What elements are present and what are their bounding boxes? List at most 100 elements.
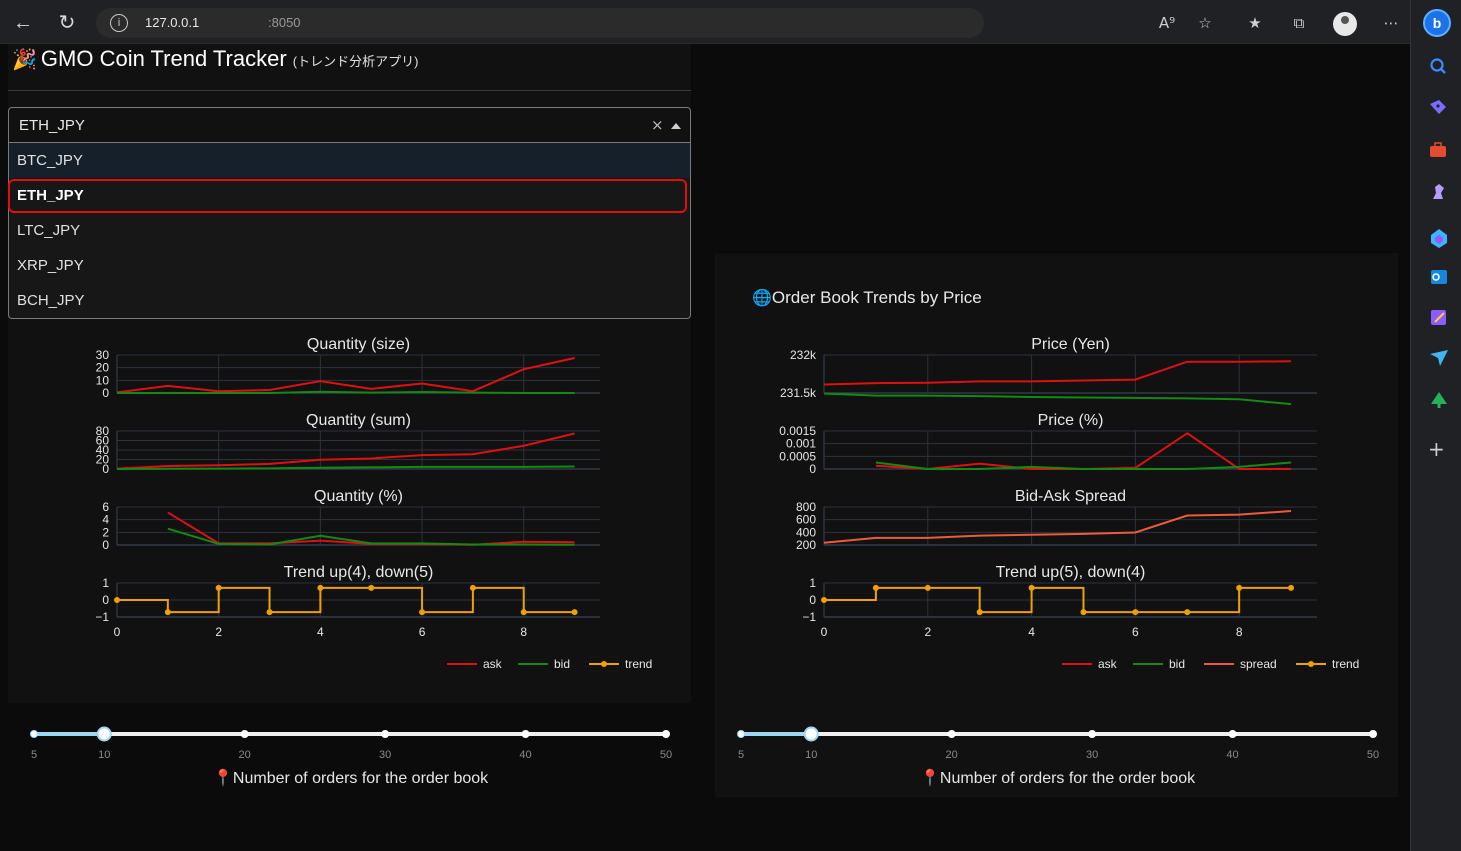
- legend-label: bid: [1169, 657, 1185, 671]
- x-tick-label: 4: [317, 625, 324, 639]
- slider-mark-label: 20: [239, 749, 251, 761]
- y-tick-label: 10: [96, 373, 110, 387]
- legend-label: trend: [1332, 657, 1359, 671]
- slider-mark-label: 10: [98, 749, 110, 761]
- right-slider-caption: 📍Number of orders for the order book: [920, 768, 1195, 788]
- right-order-count-slider[interactable]: 5 10 20 30 40 50: [715, 720, 1398, 765]
- trend-marker: [520, 609, 527, 616]
- slider-handle[interactable]: [803, 726, 819, 742]
- collections-icon[interactable]: ⧉: [1293, 14, 1305, 32]
- right-panel-title-text: Order Book Trends by Price: [771, 288, 982, 307]
- x-tick-label: 2: [924, 625, 931, 639]
- trend-marker: [872, 584, 879, 591]
- trend-marker: [1288, 584, 1295, 591]
- trend-marker: [1080, 609, 1087, 616]
- back-arrow-icon[interactable]: ←: [13, 12, 33, 34]
- legend-label: bid: [554, 657, 570, 671]
- legend-label: ask: [1098, 657, 1118, 671]
- x-tick-label: 0: [114, 625, 121, 639]
- subplot-title: Trend up(5), down(4): [996, 564, 1146, 581]
- y-tick-label: 0: [809, 593, 816, 607]
- party-popper-icon: 🎉: [12, 49, 37, 71]
- y-tick-label: 0: [809, 462, 816, 476]
- trend-marker: [317, 584, 324, 591]
- copilot-icon[interactable]: [1431, 229, 1447, 248]
- series-line-ask: [875, 431, 1292, 471]
- read-aloud-icon[interactable]: A⁹: [1158, 14, 1176, 32]
- chess-icon[interactable]: [1433, 184, 1444, 199]
- trend-marker: [469, 584, 476, 591]
- slider-mark-label: 10: [805, 749, 817, 761]
- browser-sidebar: b +: [1410, 0, 1461, 851]
- search-icon[interactable]: [1430, 58, 1446, 74]
- slider-dot: [662, 730, 670, 738]
- legend-marker: [1308, 661, 1314, 667]
- dropdown-option[interactable]: BTC_JPY: [9, 143, 690, 178]
- trend-marker: [976, 609, 983, 616]
- trend-marker: [368, 584, 375, 591]
- slider-handle[interactable]: [96, 726, 112, 742]
- subplot-title: Quantity (sum): [306, 412, 411, 429]
- y-tick-label: 1: [102, 576, 109, 590]
- url-port: :8050: [268, 15, 301, 30]
- subplot-title: Quantity (size): [307, 336, 410, 353]
- trend-marker: [1236, 584, 1243, 591]
- dropdown-option-selected[interactable]: ETH_JPY: [17, 187, 84, 204]
- app-subtitle: (トレンド分析アプリ): [292, 54, 419, 69]
- trend-marker: [821, 597, 827, 603]
- symbol-dropdown[interactable]: ETH_JPY ×: [8, 107, 691, 143]
- trend-marker: [1184, 609, 1191, 616]
- add-icon[interactable]: +: [1428, 437, 1445, 461]
- y-tick-label: 30: [96, 348, 110, 362]
- y-tick-label: 60: [96, 434, 110, 448]
- outlook-icon[interactable]: [1431, 270, 1447, 284]
- dropdown-option[interactable]: XRP_JPY: [17, 257, 84, 274]
- x-tick-label: 0: [821, 625, 828, 639]
- legend-label: trend: [625, 657, 652, 671]
- bing-copilot-icon[interactable]: b: [1423, 9, 1451, 37]
- y-tick-label: 20: [96, 453, 110, 467]
- y-tick-label: 800: [796, 500, 816, 514]
- slider-dot: [381, 730, 390, 738]
- refresh-icon[interactable]: ↻: [58, 12, 76, 34]
- more-icon[interactable]: ⋯: [1383, 14, 1399, 32]
- caret-up-icon[interactable]: [671, 123, 681, 129]
- subplot-title: Bid-Ask Spread: [1015, 488, 1126, 505]
- y-tick-label: 0.0015: [779, 424, 816, 438]
- globe-icon: 🌐: [752, 288, 772, 307]
- briefcase-icon[interactable]: [1430, 142, 1446, 157]
- tag-icon[interactable]: [1430, 100, 1446, 114]
- series-line-bid: [875, 461, 1292, 470]
- slider-mark-label: 50: [660, 749, 672, 761]
- dropdown-option[interactable]: LTC_JPY: [17, 222, 81, 239]
- series-line-ask: [167, 511, 575, 546]
- designer-icon[interactable]: [1431, 310, 1446, 325]
- series-line-bid: [116, 465, 575, 470]
- slider-dot: [30, 730, 38, 738]
- clear-icon[interactable]: ×: [651, 116, 664, 134]
- add-favorite-icon[interactable]: ☆: [1198, 14, 1212, 32]
- trend-marker: [571, 609, 578, 616]
- y-tick-label: 232k: [790, 348, 817, 362]
- y-tick-label: 600: [796, 513, 816, 527]
- left-order-count-slider[interactable]: 5 10 20 30 40 50: [8, 720, 691, 765]
- send-icon[interactable]: [1430, 350, 1448, 366]
- series-line-ask: [116, 356, 575, 394]
- y-tick-label: 200: [796, 538, 816, 552]
- divider: [8, 90, 691, 91]
- x-tick-label: 8: [520, 625, 527, 639]
- right-panel: [715, 253, 1398, 797]
- slider-dot: [240, 730, 249, 738]
- tree-icon[interactable]: [1431, 392, 1447, 408]
- trend-marker: [164, 609, 171, 616]
- dropdown-option[interactable]: BCH_JPY: [17, 292, 85, 309]
- address-bar[interactable]: i 127.0.0.1 :8050: [96, 8, 984, 38]
- slider-mark-label: 5: [738, 749, 744, 761]
- favorites-icon[interactable]: ★: [1248, 14, 1262, 32]
- profile-icon[interactable]: [1333, 12, 1357, 36]
- subplot-title: Price (%): [1038, 412, 1104, 429]
- info-icon[interactable]: i: [110, 14, 128, 32]
- y-tick-label: 1: [809, 576, 816, 590]
- subplot-title: Price (Yen): [1031, 336, 1110, 353]
